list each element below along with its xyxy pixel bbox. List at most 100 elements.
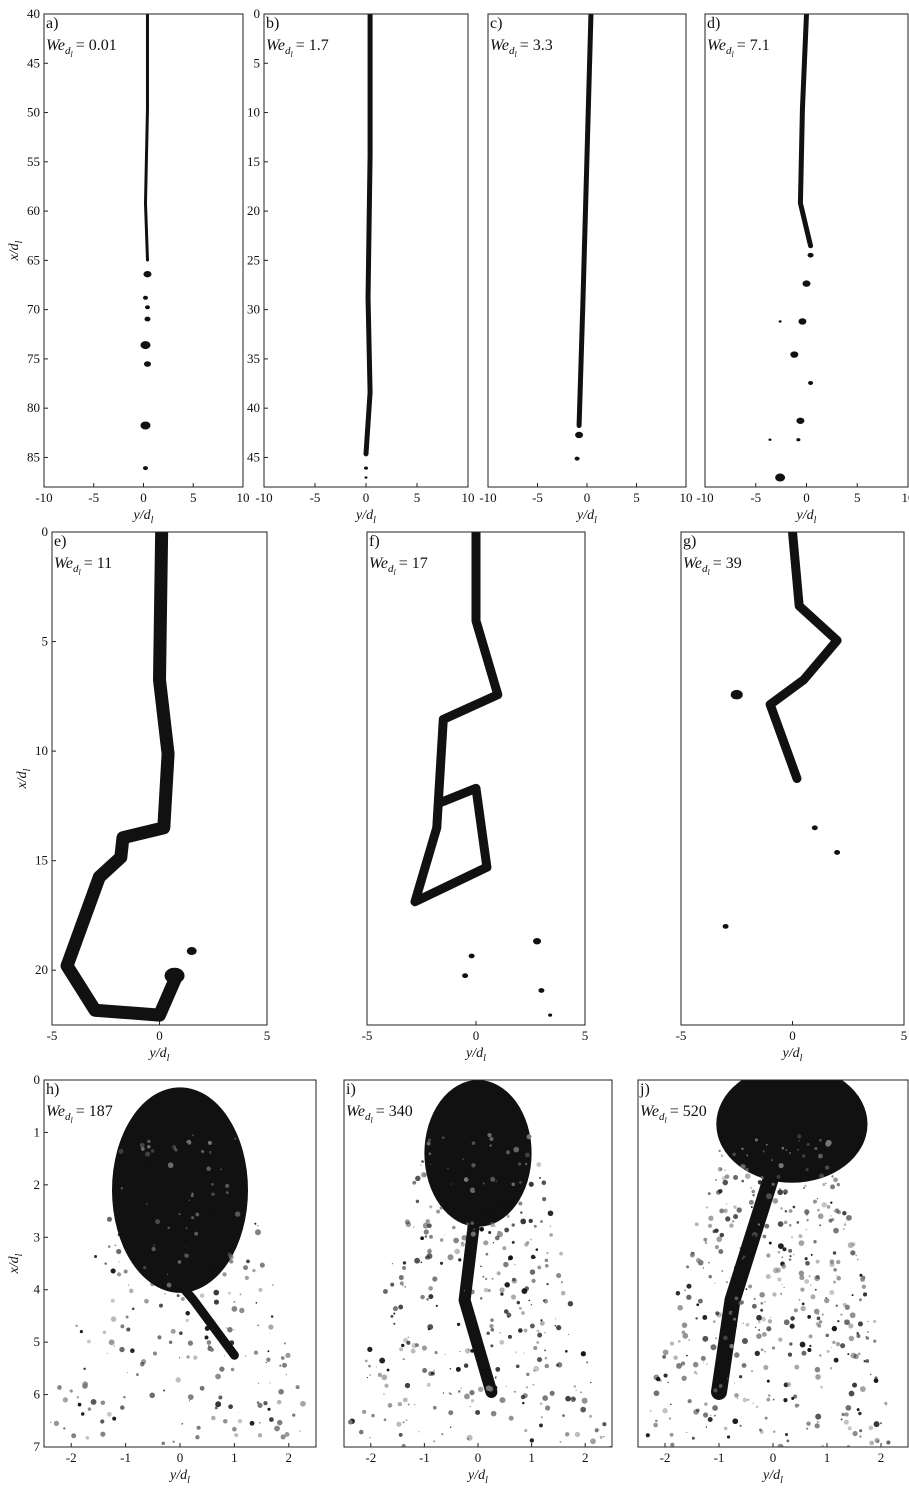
- spray-droplet: [464, 1169, 471, 1176]
- spray-droplet: [452, 1225, 456, 1230]
- x-tick-label: 10: [680, 490, 693, 505]
- spray-droplet: [789, 1152, 792, 1154]
- spray-droplet: [653, 1390, 660, 1397]
- spray-droplet: [544, 1331, 546, 1334]
- spray-droplet: [658, 1378, 662, 1382]
- spray-droplet: [590, 1381, 592, 1384]
- spray-droplet: [695, 1316, 697, 1319]
- spray-droplet: [804, 1257, 808, 1261]
- spray-droplet: [152, 1351, 158, 1356]
- spray-droplet: [499, 1174, 502, 1177]
- spray-droplet: [420, 1294, 425, 1300]
- spray-droplet: [721, 1270, 724, 1272]
- spray-droplet: [802, 1186, 806, 1190]
- spray-droplet: [815, 1413, 822, 1420]
- spray-droplet: [505, 1385, 507, 1388]
- spray-droplet: [230, 1352, 235, 1357]
- panel: -10 -5 0 5 1040455055606570758085y/dlx/dla)W…: [7, 6, 250, 526]
- spray-droplet: [715, 1311, 720, 1316]
- spray-droplet: [539, 1320, 545, 1326]
- spray-droplet: [533, 1224, 537, 1228]
- spray-droplet: [269, 1382, 271, 1384]
- x-tick-label: 10: [237, 490, 250, 505]
- we-subsubscript: l: [78, 568, 81, 577]
- spray-droplet: [519, 1140, 524, 1145]
- spray-droplet: [733, 1214, 739, 1220]
- we-symbol: We: [54, 555, 73, 572]
- panel-label: j): [639, 1081, 650, 1098]
- spray-droplet: [484, 1209, 490, 1214]
- spray-droplet: [752, 1234, 756, 1239]
- spray-droplet: [489, 1222, 495, 1228]
- spray-droplet: [797, 1134, 802, 1139]
- spray-droplet: [696, 1373, 698, 1375]
- x-tick-label: 0: [584, 490, 591, 505]
- spray-droplet: [284, 1431, 290, 1437]
- spray-droplet: [212, 1328, 214, 1330]
- spray-droplet: [825, 1297, 827, 1299]
- spray-droplet: [831, 1175, 834, 1178]
- spray-droplet: [756, 1333, 762, 1339]
- spray-droplet: [464, 1188, 467, 1191]
- spray-droplet: [730, 1337, 733, 1341]
- spray-droplet: [859, 1435, 862, 1438]
- spray-droplet: [185, 1249, 191, 1255]
- spray-droplet: [796, 1221, 800, 1224]
- x-tick-label: -1: [120, 1450, 131, 1465]
- spray-droplet: [739, 1247, 742, 1249]
- spray-droplet: [150, 1149, 155, 1153]
- spray-droplet: [814, 1423, 820, 1429]
- spray-droplet: [806, 1142, 810, 1147]
- spray-droplet: [703, 1361, 705, 1363]
- spray-droplet: [825, 1333, 830, 1338]
- spray-droplet: [724, 1169, 726, 1171]
- spray-droplet: [777, 1250, 781, 1254]
- spray-droplet: [840, 1343, 846, 1349]
- spray-droplet: [139, 1361, 145, 1367]
- spray-droplet: [170, 1328, 176, 1334]
- spray-droplet: [187, 1340, 194, 1346]
- spray-droplet: [429, 1205, 433, 1209]
- spray-droplet: [525, 1386, 529, 1389]
- spray-droplet: [726, 1377, 729, 1380]
- spray-droplet: [761, 1331, 767, 1337]
- spray-droplet: [867, 1320, 869, 1322]
- spray-droplet: [733, 1317, 736, 1321]
- liquid-jet: [363, 14, 373, 457]
- spray-droplet: [155, 1219, 161, 1225]
- we-annotation: Wedl= 3.3: [490, 37, 553, 59]
- spray-droplet: [204, 1325, 210, 1331]
- spray-droplet: [692, 1361, 699, 1368]
- spray-droplet: [460, 1242, 465, 1247]
- spray-droplet: [402, 1265, 407, 1271]
- spray-droplet: [257, 1324, 260, 1327]
- spray-droplet: [535, 1248, 539, 1251]
- spray-droplet: [440, 1162, 446, 1169]
- spray-droplet: [198, 1145, 200, 1147]
- spray-droplet: [174, 1148, 178, 1152]
- spray-droplet: [169, 1145, 174, 1150]
- spray-droplet: [675, 1291, 681, 1296]
- spray-droplet: [188, 1135, 195, 1141]
- spray-droplet: [783, 1319, 790, 1326]
- spray-droplet: [458, 1258, 462, 1262]
- y-tick-label: 7: [34, 1439, 41, 1454]
- spray-droplet: [112, 1416, 117, 1421]
- spray-droplet: [757, 1193, 760, 1196]
- spray-droplet: [504, 1282, 510, 1288]
- spray-droplet: [140, 1182, 147, 1188]
- spray-droplet: [463, 1177, 469, 1182]
- we-subsubscript: l: [70, 50, 73, 59]
- spray-droplet: [442, 1169, 446, 1173]
- spray-droplet: [448, 1392, 451, 1395]
- spray-droplet: [506, 1312, 512, 1318]
- spray-droplet: [599, 1429, 601, 1431]
- we-value: = 0.01: [76, 37, 117, 54]
- x-tick-label: -10: [35, 490, 52, 505]
- we-annotation: Wedl= 187: [46, 1103, 113, 1125]
- spray-droplet: [752, 1402, 754, 1404]
- spray-droplet: [77, 1402, 82, 1407]
- spray-droplet: [845, 1404, 852, 1411]
- spray-droplet: [695, 1257, 702, 1263]
- spray-droplet: [513, 1390, 516, 1393]
